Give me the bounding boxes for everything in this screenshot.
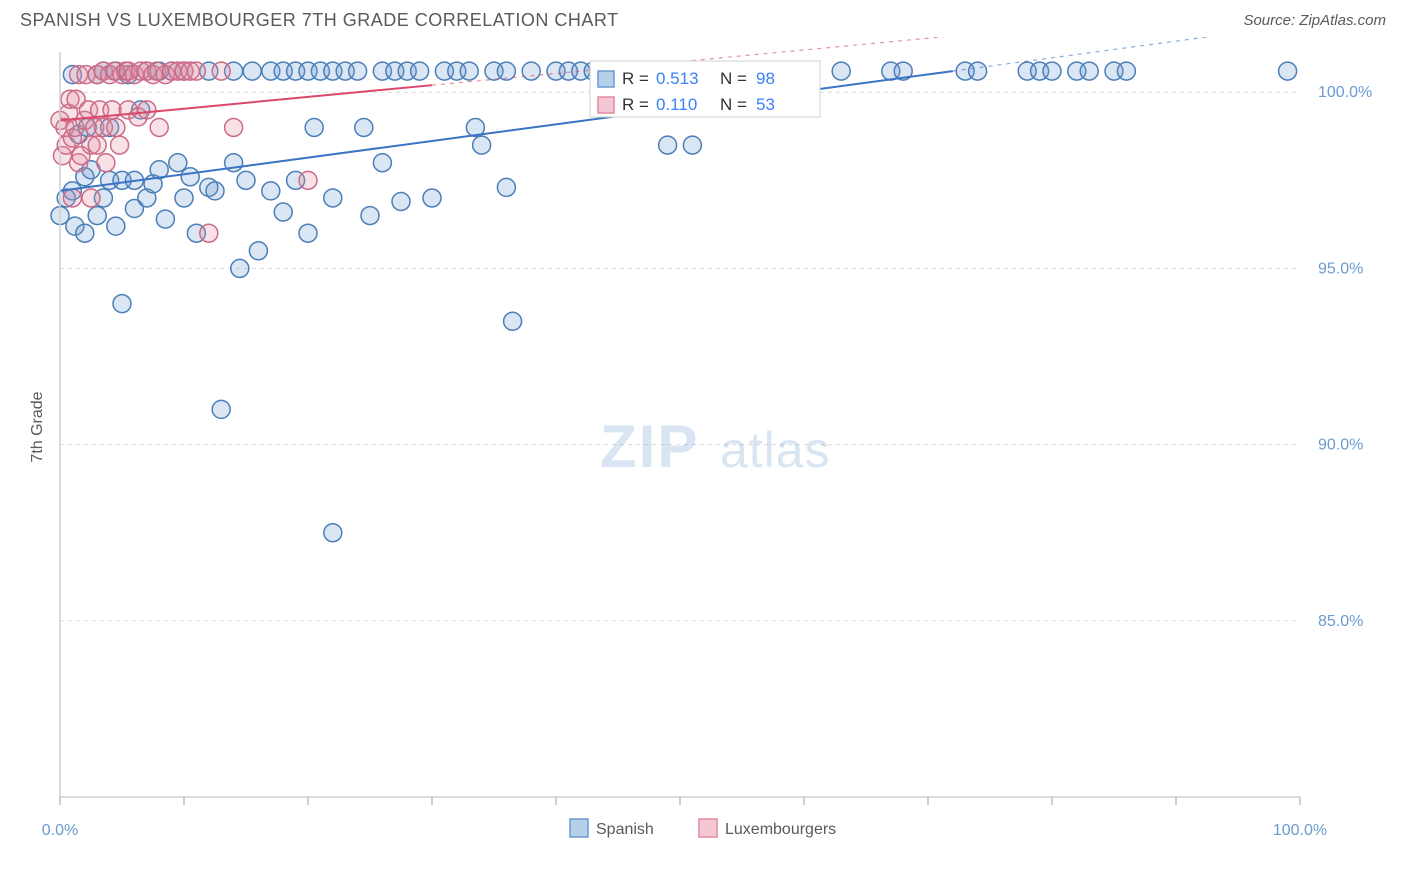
y-tick-label: 90.0%: [1318, 437, 1363, 454]
data-point: [249, 242, 267, 260]
data-point: [212, 62, 230, 80]
data-point: [88, 207, 106, 225]
watermark: ZIP atlas: [600, 413, 831, 480]
data-point: [111, 136, 129, 154]
data-point: [175, 189, 193, 207]
x-tick-label: 100.0%: [1273, 822, 1327, 839]
data-point: [522, 62, 540, 80]
legend-swatch: [699, 819, 717, 837]
stat-r-label: R =: [622, 95, 649, 114]
data-point: [392, 192, 410, 210]
data-point: [1117, 62, 1135, 80]
data-point: [683, 136, 701, 154]
data-point: [1043, 62, 1061, 80]
stat-n-value: 98: [756, 69, 775, 88]
chart-source: Source: ZipAtlas.com: [1243, 12, 1386, 29]
data-point: [349, 62, 367, 80]
svg-text:ZIP: ZIP: [600, 413, 699, 480]
data-point: [411, 62, 429, 80]
data-point: [460, 62, 478, 80]
data-point: [324, 524, 342, 542]
data-point: [150, 118, 168, 136]
stat-n-value: 53: [756, 95, 775, 114]
data-point: [262, 182, 280, 200]
stat-r-value: 0.513: [656, 69, 699, 88]
data-point: [361, 207, 379, 225]
data-point: [138, 101, 156, 119]
data-point: [1279, 62, 1297, 80]
chart-header: SPANISH VS LUXEMBOURGER 7TH GRADE CORREL…: [0, 0, 1406, 37]
correlation-scatter-chart: 85.0% 90.0% 95.0% 100.0% ZIP atlas 0.0% 100.0% 7…: [20, 37, 1386, 857]
data-point: [497, 178, 515, 196]
data-point: [206, 182, 224, 200]
stat-n-label: N =: [720, 69, 747, 88]
svg-text:atlas: atlas: [720, 422, 831, 478]
y-tick-label: 95.0%: [1318, 260, 1363, 277]
data-point: [187, 62, 205, 80]
data-point: [97, 154, 115, 172]
data-point: [76, 224, 94, 242]
data-point: [113, 295, 131, 313]
stat-r-label: R =: [622, 69, 649, 88]
data-point: [299, 171, 317, 189]
data-point: [200, 224, 218, 242]
data-point: [832, 62, 850, 80]
data-point: [324, 189, 342, 207]
data-point: [156, 210, 174, 228]
data-point: [274, 203, 292, 221]
data-point: [373, 154, 391, 172]
data-point: [82, 189, 100, 207]
data-point: [243, 62, 261, 80]
legend-swatch: [598, 71, 614, 87]
y-tick-label: 100.0%: [1318, 84, 1372, 101]
data-point: [299, 224, 317, 242]
data-point: [659, 136, 677, 154]
legend-swatch: [598, 97, 614, 113]
data-point: [181, 168, 199, 186]
data-point: [107, 217, 125, 235]
data-point: [1080, 62, 1098, 80]
data-point: [969, 62, 987, 80]
data-point: [305, 118, 323, 136]
data-point: [169, 154, 187, 172]
data-point: [212, 400, 230, 418]
x-tick-label: 0.0%: [42, 822, 78, 839]
data-point: [225, 118, 243, 136]
data-point: [63, 189, 81, 207]
data-point: [355, 118, 373, 136]
data-point: [237, 171, 255, 189]
y-axis-label: 7th Grade: [29, 391, 46, 462]
data-point: [423, 189, 441, 207]
legend-label: Luxembourgers: [725, 821, 836, 838]
legend-swatch: [570, 819, 588, 837]
chart-container: 85.0% 90.0% 95.0% 100.0% ZIP atlas 0.0% 100.0% 7…: [20, 37, 1386, 857]
data-point: [504, 312, 522, 330]
stat-r-value: 0.110: [656, 95, 697, 114]
data-point: [473, 136, 491, 154]
data-point: [107, 118, 125, 136]
legend-label: Spanish: [596, 821, 654, 838]
stat-n-label: N =: [720, 95, 747, 114]
data-point: [231, 259, 249, 277]
data-point: [88, 136, 106, 154]
y-tick-label: 85.0%: [1318, 613, 1363, 630]
chart-title: SPANISH VS LUXEMBOURGER 7TH GRADE CORREL…: [20, 10, 619, 31]
